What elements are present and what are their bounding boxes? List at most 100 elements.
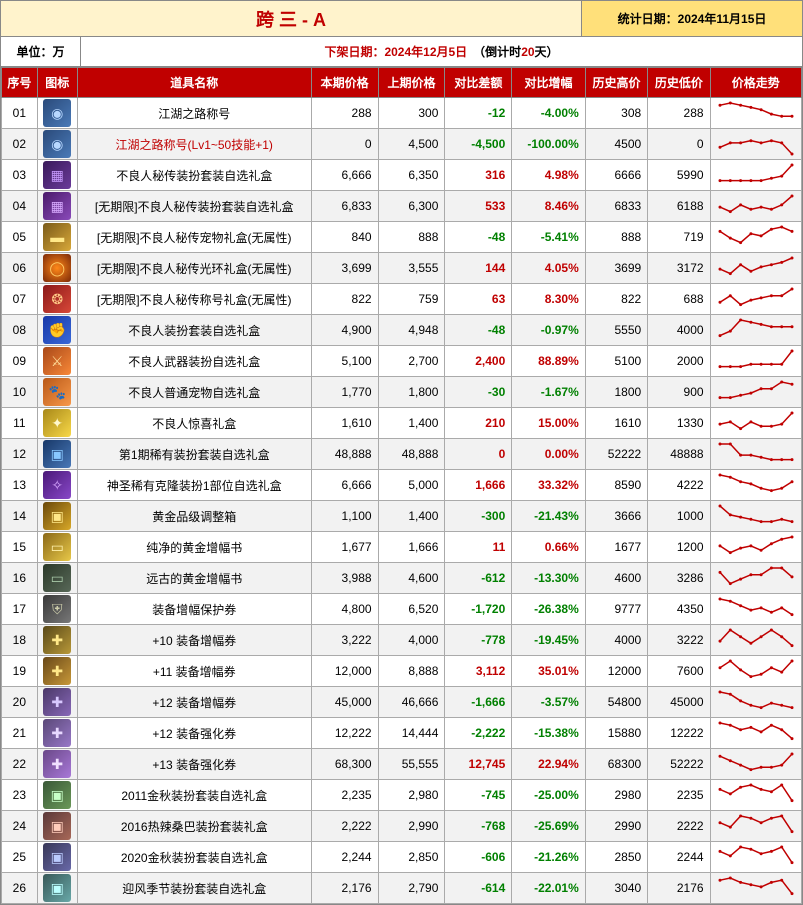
cell-name: 不良人秘传装扮套装自选礼盒 [77,160,311,191]
cell-seq: 10 [2,377,38,408]
cell-diff: -614 [445,873,512,904]
cell-name: 不良人惊喜礼盒 [77,408,311,439]
cell-low: 5990 [648,160,710,191]
top-header: 跨 三 - A 统计日期：2024年11月15日 [1,1,802,37]
cell-prev: 1,400 [378,408,445,439]
col-diff: 对比差额 [445,68,512,98]
title: 跨 三 - A [1,1,582,37]
cell-diff: -2,222 [445,718,512,749]
unit-label: 单位：万 [1,37,81,67]
cell-diff: 316 [445,160,512,191]
table-row: 22✚+13 装备强化券68,30055,55512,74522.94%6830… [2,749,802,780]
cell-icon: ▣ [37,873,77,904]
cell-prev: 2,980 [378,780,445,811]
cell-diff: 0 [445,439,512,470]
cell-seq: 06 [2,253,38,284]
cell-name: 第1期稀有装扮套装自选礼盒 [77,439,311,470]
cell-trend [710,749,801,780]
cell-diff: -30 [445,377,512,408]
cell-pct: -21.43% [512,501,586,532]
cell-high: 52222 [585,439,647,470]
cell-cur: 2,222 [311,811,378,842]
cell-seq: 11 [2,408,38,439]
cell-trend [710,873,801,904]
cell-icon: ✊ [37,315,77,346]
cell-high: 3699 [585,253,647,284]
cell-name: 江湖之路称号(Lv1~50技能+1) [77,129,311,160]
cell-seq: 21 [2,718,38,749]
cell-seq: 19 [2,656,38,687]
cell-cur: 6,666 [311,160,378,191]
item-icon: ◉ [43,99,71,127]
cell-icon: ❂ [37,284,77,315]
cell-cur: 822 [311,284,378,315]
cell-low: 4000 [648,315,710,346]
cell-low: 1000 [648,501,710,532]
cell-prev: 4,948 [378,315,445,346]
cell-cur: 1,100 [311,501,378,532]
cell-cur: 1,677 [311,532,378,563]
cell-low: 2235 [648,780,710,811]
cell-pct: -25.69% [512,811,586,842]
cell-pct: -13.30% [512,563,586,594]
cell-icon: ✧ [37,470,77,501]
cell-diff: 144 [445,253,512,284]
cell-high: 3040 [585,873,647,904]
cell-icon: ▣ [37,439,77,470]
cell-prev: 6,300 [378,191,445,222]
cell-high: 4500 [585,129,647,160]
cell-cur: 288 [311,98,378,129]
cell-prev: 1,400 [378,501,445,532]
cell-seq: 08 [2,315,38,346]
item-icon: ▣ [43,812,71,840]
cell-seq: 25 [2,842,38,873]
cell-pct: -26.38% [512,594,586,625]
cell-trend [710,718,801,749]
cell-name: +12 装备增幅券 [77,687,311,718]
cell-diff: -4,500 [445,129,512,160]
cell-high: 6666 [585,160,647,191]
cell-prev: 46,666 [378,687,445,718]
stat-date: 统计日期：2024年11月15日 [582,1,802,37]
cell-cur: 1,610 [311,408,378,439]
table-row: 25▣2020金秋装扮套装自选礼盒2,2442,850-606-21.26%28… [2,842,802,873]
cell-icon: ▣ [37,811,77,842]
cell-prev: 6,520 [378,594,445,625]
cell-trend [710,470,801,501]
cell-low: 4350 [648,594,710,625]
cell-pct: 4.05% [512,253,586,284]
cell-diff: -745 [445,780,512,811]
item-icon: ▣ [43,874,71,902]
item-icon: ▭ [43,564,71,592]
cell-low: 688 [648,284,710,315]
table-row: 21✚+12 装备强化券12,22214,444-2,222-15.38%158… [2,718,802,749]
cell-diff: -606 [445,842,512,873]
item-icon: ▦ [43,192,71,220]
cell-high: 2850 [585,842,647,873]
cell-pct: -4.00% [512,98,586,129]
table-row: 19✚+11 装备增幅券12,0008,8883,11235.01%120007… [2,656,802,687]
cell-prev: 2,700 [378,346,445,377]
cell-low: 7600 [648,656,710,687]
cell-pct: 0.00% [512,439,586,470]
cell-prev: 888 [378,222,445,253]
cell-cur: 2,176 [311,873,378,904]
cell-trend [710,501,801,532]
cell-name: +10 装备增幅券 [77,625,311,656]
cell-seq: 12 [2,439,38,470]
cell-high: 1677 [585,532,647,563]
cell-name: 不良人武器装扮自选礼盒 [77,346,311,377]
cell-cur: 3,699 [311,253,378,284]
cell-pct: 35.01% [512,656,586,687]
cell-trend [710,563,801,594]
cell-seq: 16 [2,563,38,594]
cell-pct: -100.00% [512,129,586,160]
cell-high: 15880 [585,718,647,749]
cell-high: 308 [585,98,647,129]
cell-diff: 3,112 [445,656,512,687]
cell-cur: 6,666 [311,470,378,501]
cell-low: 2176 [648,873,710,904]
cell-pct: -5.41% [512,222,586,253]
cell-icon: ▣ [37,842,77,873]
cell-trend [710,625,801,656]
